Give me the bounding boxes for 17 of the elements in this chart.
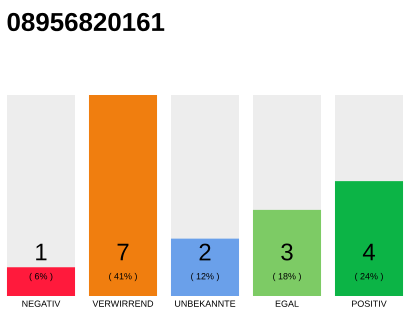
x-tick-label: EGAL [276,300,299,307]
data-label: 1 [36,244,46,260]
annotation: ( 41% ) [109,272,137,282]
data-label: 2 [200,244,210,260]
x-tick-label: POSITIV [352,300,387,307]
bar [6,267,76,296]
data-label: 3 [281,244,293,260]
annotation: ( 12% ) [191,272,219,282]
annotation: ( 24% ) [355,272,383,282]
annotation: ( 18% ) [273,272,301,282]
data-label: 4 [362,244,375,260]
annotation: ( 6% ) [30,272,52,282]
x-tick-label: NEGATIV [22,300,60,307]
data-label: 7 [118,244,128,260]
x-tick-label: UNBEKANNTE [175,300,236,307]
chart-title: 08956820161 [8,12,164,32]
x-tick-label: VERWIRREND [92,300,154,307]
